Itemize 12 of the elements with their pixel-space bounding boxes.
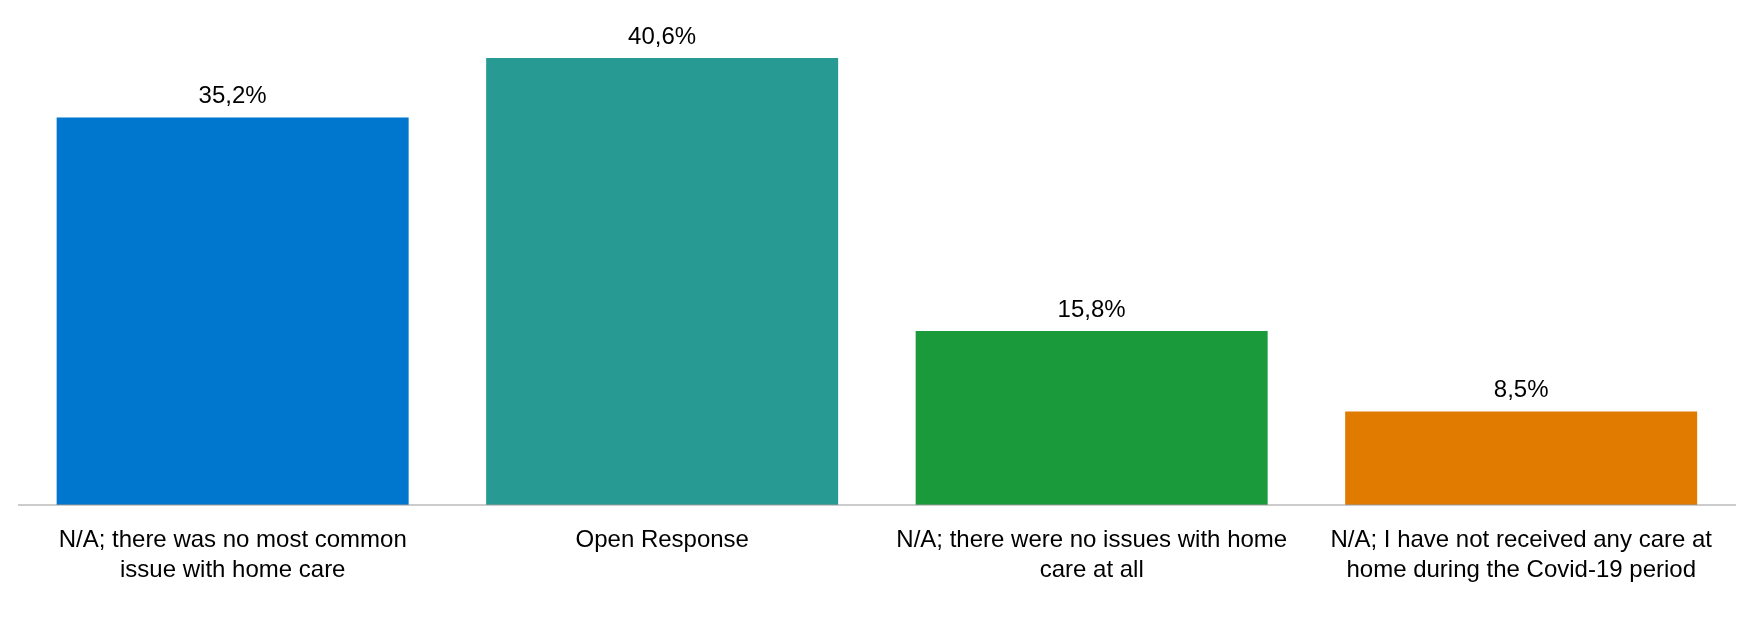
bar [56,117,409,505]
x-tick-label: N/A; there were no issues with home care at all [896,525,1288,582]
x-tick-label: N/A; there was no most common issue with home care [58,525,407,582]
data-label: 40,6% [628,22,697,49]
data-label: 15,8% [1057,295,1126,323]
bar [1345,411,1698,505]
data-label: 35,2% [198,81,267,109]
bar [915,331,1268,505]
data-label: 8,5% [1493,375,1549,403]
x-tick-label: Open Response [575,525,749,552]
bar [486,58,839,505]
x-tick-label: N/A; I have not received any care at home during the Covid-19 period [1330,525,1713,582]
